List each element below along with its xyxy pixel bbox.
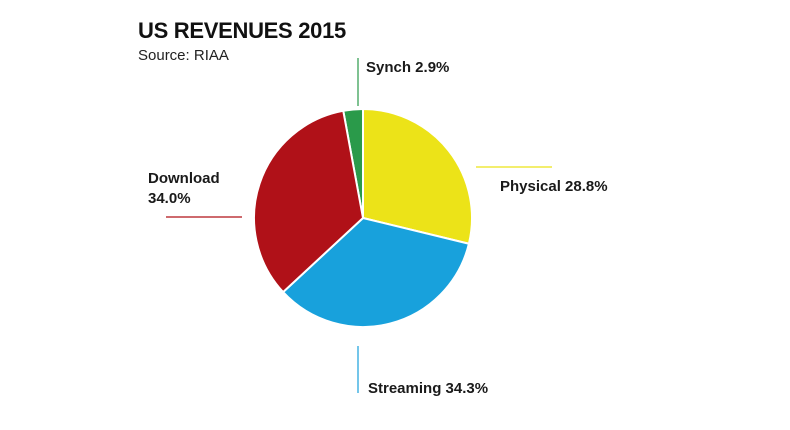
pie-slice-streaming (281, 216, 471, 328)
slice-label-synch: Synch 2.9% (366, 59, 449, 76)
slice-label-download-value: 34.0% (148, 190, 191, 207)
slice-label-physical: Physical 28.8% (500, 178, 608, 195)
pie-slice-download (253, 109, 365, 294)
chart-title: US REVENUES 2015 (138, 18, 346, 43)
slice-label-streaming: Streaming 34.3% (368, 380, 488, 397)
pie-slices (253, 107, 474, 328)
slice-label-download-name: Download (148, 170, 220, 187)
chart-subtitle: Source: RIAA (138, 47, 229, 64)
pie-slice-physical (362, 107, 474, 245)
